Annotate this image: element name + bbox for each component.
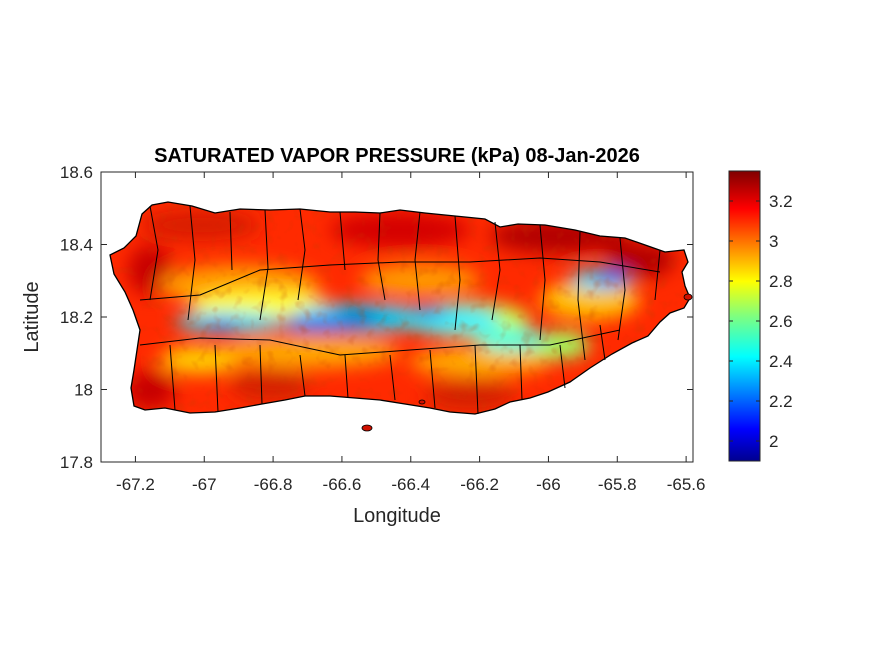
municipality-border bbox=[654, 249, 661, 301]
municipality-border bbox=[229, 211, 233, 271]
colorbar-ticks: 2 2.2 2.4 2.6 2.8 3 3.2 bbox=[729, 192, 793, 451]
municipality-border bbox=[297, 208, 306, 301]
x-tick-label: -66 bbox=[536, 475, 561, 494]
colorbar-tick-label: 2.2 bbox=[769, 392, 793, 411]
municipality-border bbox=[519, 344, 523, 401]
islets bbox=[361, 293, 693, 432]
y-tick-label: 17.8 bbox=[60, 453, 93, 472]
x-tick-label: -66.4 bbox=[391, 475, 430, 494]
colorbar-tick-label: 2.4 bbox=[769, 352, 793, 371]
islet bbox=[361, 424, 373, 432]
municipality-border bbox=[169, 344, 176, 411]
island-coastline bbox=[109, 201, 691, 415]
municipality-border bbox=[539, 224, 546, 341]
municipality-border bbox=[429, 349, 436, 409]
y-tick-label: 18.2 bbox=[60, 308, 93, 327]
y-axis: 17.8 18 18.2 18.4 18.6 bbox=[60, 163, 693, 472]
municipality-border bbox=[139, 329, 621, 356]
municipality-border bbox=[344, 354, 349, 399]
x-tick-label: -66.6 bbox=[323, 475, 362, 494]
heatmap-surface bbox=[110, 202, 690, 414]
municipality-border bbox=[149, 205, 159, 301]
colorbar-tick-label: 2.8 bbox=[769, 272, 793, 291]
x-tick-label: -66.2 bbox=[460, 475, 499, 494]
islet bbox=[683, 293, 693, 301]
municipality-border bbox=[377, 212, 386, 301]
municipality-border bbox=[474, 344, 479, 415]
colorbar-tick-label: 2 bbox=[769, 432, 778, 451]
y-tick-label: 18.4 bbox=[60, 236, 93, 255]
x-tick-label: -65.8 bbox=[598, 475, 637, 494]
colorbar-tick-label: 3.2 bbox=[769, 192, 793, 211]
y-axis-label: Latitude bbox=[21, 281, 43, 352]
y-tick-label: 18 bbox=[74, 381, 93, 400]
municipality-border bbox=[559, 344, 566, 389]
colorbar bbox=[728, 170, 761, 462]
municipality-border bbox=[577, 231, 586, 361]
municipality-border bbox=[617, 237, 626, 341]
y-tick-label: 18.6 bbox=[60, 163, 93, 182]
colorbar-tick-label: 2.6 bbox=[769, 312, 793, 331]
municipality-border bbox=[454, 215, 461, 331]
chart-title: SATURATED VAPOR PRESSURE (kPa) 08-Jan-20… bbox=[154, 145, 640, 167]
x-tick-label: -65.6 bbox=[667, 475, 706, 494]
municipality-border bbox=[259, 209, 269, 321]
municipality-border bbox=[259, 344, 263, 405]
x-axis: -67.2 -67 -66.8 -66.6 -66.4 -66.2 -66 -65.8 -65.… bbox=[116, 172, 705, 494]
islet bbox=[418, 399, 426, 405]
municipality-border bbox=[139, 257, 661, 301]
municipality-borders bbox=[139, 205, 661, 415]
x-tick-label: -67 bbox=[192, 475, 217, 494]
municipality-border bbox=[414, 211, 421, 311]
municipality-border bbox=[491, 221, 501, 321]
colorbar-tick-label: 3 bbox=[769, 232, 778, 251]
municipality-border bbox=[389, 354, 396, 401]
municipality-border bbox=[299, 354, 306, 397]
municipality-border bbox=[599, 324, 606, 361]
x-tick-label: -66.8 bbox=[254, 475, 293, 494]
municipality-border bbox=[214, 344, 219, 413]
municipality-border bbox=[339, 211, 346, 271]
municipality-border bbox=[187, 205, 196, 321]
x-axis-label: Longitude bbox=[353, 505, 441, 527]
x-tick-label: -67.2 bbox=[116, 475, 155, 494]
